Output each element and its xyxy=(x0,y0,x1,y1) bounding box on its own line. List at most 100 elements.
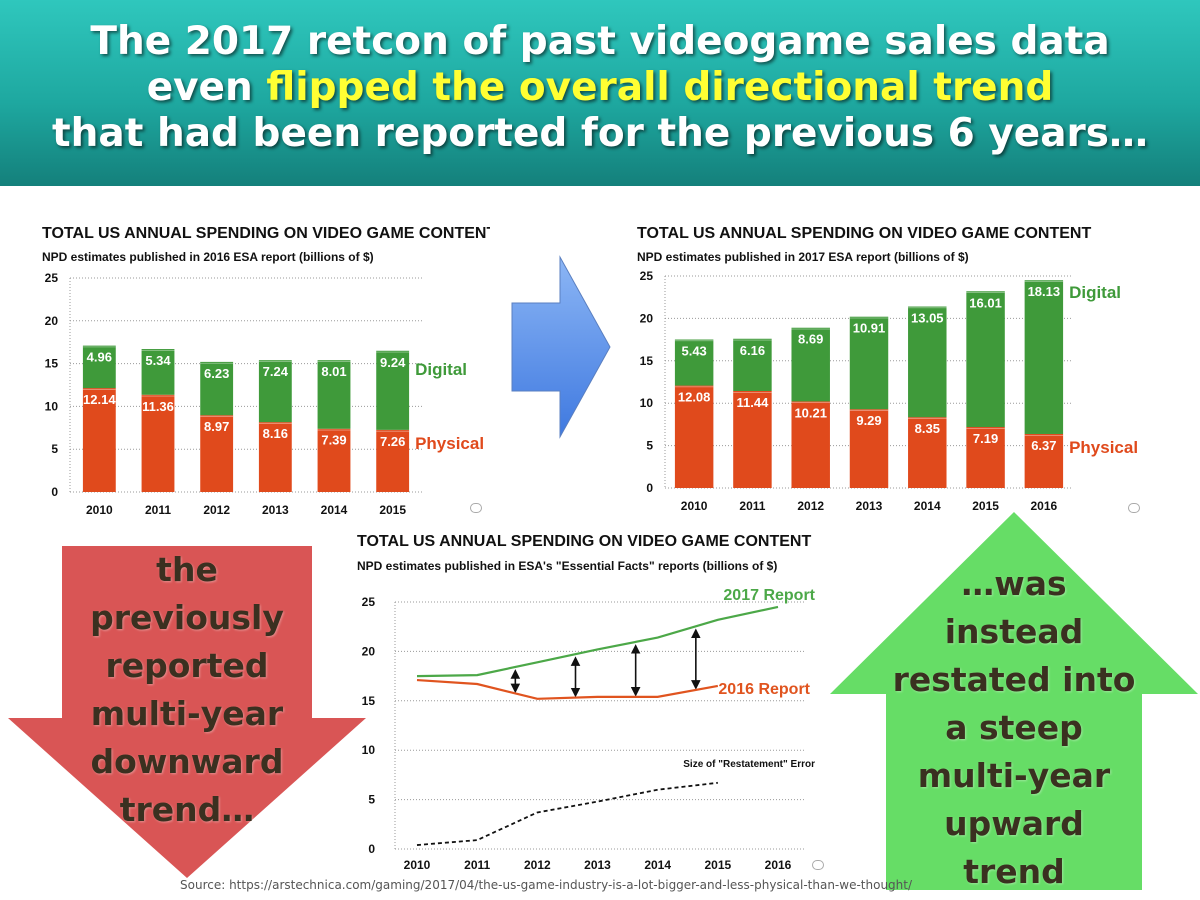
bar-physical-2012 xyxy=(200,415,234,492)
bar-top-highlight xyxy=(791,402,830,404)
x-tick-label: 2014 xyxy=(914,499,941,513)
source-citation: Source: https://arstechnica.com/gaming/2… xyxy=(180,878,913,892)
x-tick-label: 2012 xyxy=(203,503,230,517)
y-tick-label: 5 xyxy=(368,793,375,807)
bar-top-highlight xyxy=(317,361,351,362)
bar-top-highlight xyxy=(258,423,292,424)
chart-title: TOTAL US ANNUAL SPENDING ON VIDEO GAME C… xyxy=(42,225,490,242)
chart-2016-esa-report: TOTAL US ANNUAL SPENDING ON VIDEO GAME C… xyxy=(42,225,490,517)
chart-subtitle: NPD estimates published in ESA's "Essent… xyxy=(357,559,777,573)
y-tick-label: 20 xyxy=(362,644,376,658)
x-tick-labels: 2010 2011 2012 2013 2014 2015 xyxy=(86,503,406,517)
bar-digital-2010 xyxy=(674,339,714,386)
bar-top-highlight xyxy=(849,317,889,319)
y-tick-label: 15 xyxy=(362,694,376,708)
data-label: 8.01 xyxy=(321,364,346,379)
y-tick-label: 0 xyxy=(646,481,653,495)
bar-physical-2010 xyxy=(674,385,714,488)
headline-line-3: that had been reported for the previous … xyxy=(52,111,1148,156)
bar-top-highlight xyxy=(1024,281,1064,282)
bar-top-highlight xyxy=(141,395,175,397)
chart-subtitle: NPD estimates published in 2016 ESA repo… xyxy=(42,250,374,264)
legend-digital: Digital xyxy=(415,360,467,379)
y-tick-label: 25 xyxy=(640,269,654,283)
legend: Digital Physical xyxy=(415,360,484,453)
data-label: 18.13 xyxy=(1028,284,1061,299)
x-tick-label: 2012 xyxy=(524,858,551,872)
legend-digital: Digital xyxy=(1069,283,1121,302)
data-label: 8.69 xyxy=(798,332,823,347)
bar-top-highlight xyxy=(733,391,772,393)
bar-digital-2014 xyxy=(317,360,351,429)
bar-physical-2010 xyxy=(82,388,116,492)
bars: 12.14 4.96 11.36 5.34 8.97 6.23 8.16 7.24 7.39 8.… xyxy=(82,345,410,492)
bar-physical-2013 xyxy=(849,409,889,488)
grid-lines xyxy=(394,601,805,850)
bar-physical-2015 xyxy=(376,429,410,492)
data-label: 8.16 xyxy=(263,426,288,441)
data-label: 11.36 xyxy=(142,399,174,414)
y-tick-label: 10 xyxy=(362,743,376,757)
bar-top-highlight xyxy=(141,350,175,351)
x-tick-label: 2016 xyxy=(765,858,792,872)
data-label: 16.01 xyxy=(969,295,1002,310)
y-tick-label: 25 xyxy=(45,271,59,285)
up-arrow-icon xyxy=(830,512,1198,890)
data-label: 5.34 xyxy=(145,353,171,368)
down-arrow-text: the previously reported multi-year downw… xyxy=(90,550,284,829)
x-tick-label: 2010 xyxy=(404,858,431,872)
bar-top-highlight xyxy=(376,430,410,432)
y-ticks: 0 5 10 15 20 25 xyxy=(362,595,376,856)
headline-line-2: even flipped the overall directional tre… xyxy=(0,66,1200,110)
y-tick-label: 10 xyxy=(640,396,654,410)
x-tick-label: 2011 xyxy=(464,858,490,872)
error-arrows xyxy=(510,628,701,698)
chart-title: TOTAL US ANNUAL SPENDING ON VIDEO GAME C… xyxy=(357,533,811,550)
x-tick-label: 2013 xyxy=(856,499,883,513)
bar-top-highlight xyxy=(791,328,830,330)
y-tick-label: 0 xyxy=(51,485,58,499)
y-ticks: 0 5 10 15 20 25 xyxy=(640,269,654,495)
line-restatement-error xyxy=(416,781,718,846)
chart-title: TOTAL US ANNUAL SPENDING ON VIDEO GAME C… xyxy=(637,225,1091,242)
x-tick-label: 2010 xyxy=(86,503,113,517)
data-label: 7.24 xyxy=(263,364,289,379)
legend-physical: Physical xyxy=(1069,438,1138,457)
line-2017-report xyxy=(416,605,779,678)
data-label: 7.39 xyxy=(321,433,346,448)
up-arrow-text: …was instead restated into a steep multi… xyxy=(892,564,1136,891)
chart-2017-esa-report: TOTAL US ANNUAL SPENDING ON VIDEO GAME C… xyxy=(637,225,1138,513)
bar-digital-2011 xyxy=(141,349,175,395)
data-label: 6.16 xyxy=(740,343,765,358)
bar-top-highlight xyxy=(317,429,351,431)
bar-top-highlight xyxy=(82,389,116,390)
legend: Digital Physical xyxy=(1069,283,1138,457)
bar-top-highlight xyxy=(733,339,772,341)
data-label: 9.29 xyxy=(856,413,881,428)
bar-digital-2012 xyxy=(791,327,830,402)
legend-physical: Physical xyxy=(415,434,484,453)
chart-essential-facts-comparison: TOTAL US ANNUAL SPENDING ON VIDEO GAME C… xyxy=(357,533,816,872)
bar-top-highlight xyxy=(674,386,714,388)
bar-digital-2015 xyxy=(376,350,410,430)
label-2017-report: 2017 Report xyxy=(723,587,815,604)
bar-digital-2016 xyxy=(1024,280,1064,434)
data-label: 9.24 xyxy=(380,355,406,370)
data-label: 5.43 xyxy=(681,344,706,359)
y-tick-label: 15 xyxy=(45,357,59,371)
bar-top-highlight xyxy=(258,361,292,362)
line-2016-report xyxy=(416,678,719,700)
bar-digital-2011 xyxy=(733,338,772,391)
bar-physical-2014 xyxy=(317,428,351,492)
x-tick-label: 2012 xyxy=(797,499,824,513)
data-label: 10.21 xyxy=(794,405,827,420)
y-tick-label: 20 xyxy=(45,314,59,328)
bar-digital-2015 xyxy=(966,291,1005,428)
series-lines xyxy=(416,605,779,846)
x-tick-label: 2016 xyxy=(1031,499,1058,513)
bar-physical-2015 xyxy=(966,427,1005,488)
bar-top-highlight xyxy=(908,307,947,309)
data-label: 6.37 xyxy=(1031,438,1056,453)
bar-top-highlight xyxy=(908,418,947,419)
bar-top-highlight xyxy=(849,410,889,411)
